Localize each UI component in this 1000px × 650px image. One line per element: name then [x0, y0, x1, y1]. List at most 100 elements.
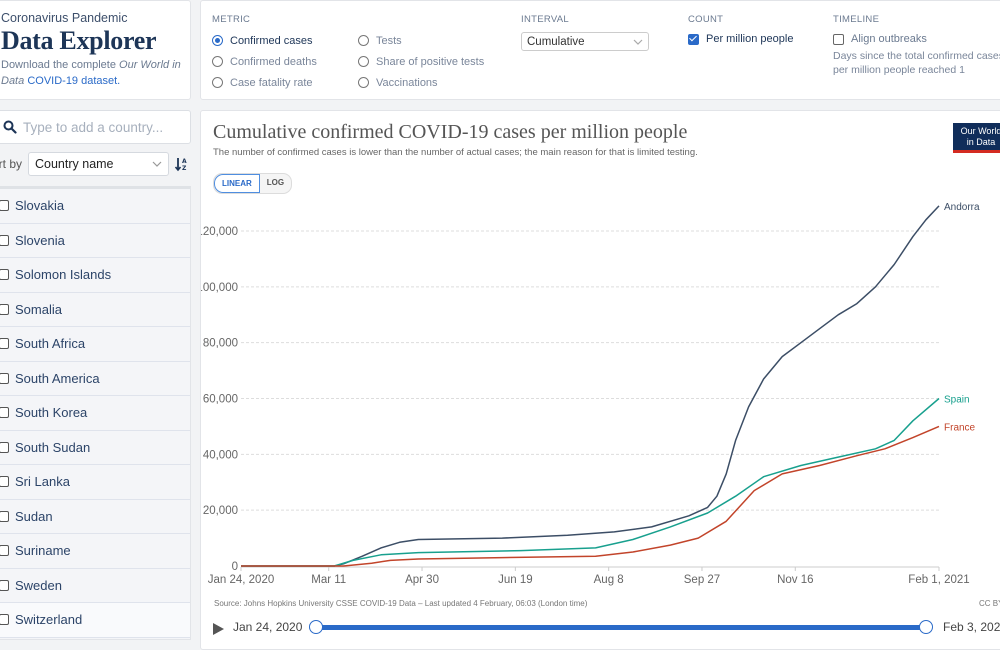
align-outbreaks-checkbox[interactable]: [833, 33, 844, 45]
country-checkbox[interactable]: [0, 614, 9, 626]
count-group: COUNT Per million people: [688, 14, 793, 45]
x-tick-label: Aug 8: [594, 574, 624, 586]
metric-heading: METRIC: [212, 14, 251, 25]
country-list-item[interactable]: Slovenia: [0, 224, 190, 258]
x-tick-label: Mar 11: [311, 574, 346, 586]
timeline-end-handle[interactable]: [919, 620, 933, 634]
country-checkbox[interactable]: [0, 372, 9, 384]
y-tick-label: 40,000: [203, 449, 238, 461]
country-list-item[interactable]: Solomon Islands: [0, 258, 190, 293]
country-checkbox[interactable]: [0, 338, 9, 350]
chart-card: Cumulative confirmed COVID-19 cases per …: [200, 110, 1000, 650]
source-note: Source: Johns Hopkins University CSSE CO…: [214, 599, 588, 608]
license-label[interactable]: CC BY: [979, 599, 1000, 608]
country-list-item[interactable]: Somalia: [0, 293, 190, 327]
owid-logo[interactable]: Our World in Data: [953, 123, 1000, 153]
series-label-andorra: Andorra: [944, 202, 980, 213]
x-tick-label: Apr 30: [405, 574, 439, 586]
country-checkbox[interactable]: [0, 269, 9, 281]
controls-bar: METRIC Confirmed cases Confirmed deaths Ca…: [200, 0, 1000, 100]
country-name: Somalia: [15, 301, 62, 317]
country-checkbox[interactable]: [0, 441, 9, 453]
country-checkbox[interactable]: [0, 234, 9, 246]
country-list-item[interactable]: South Korea: [0, 396, 190, 431]
country-list-item[interactable]: Sudan: [0, 500, 190, 534]
metric-radio[interactable]: [358, 35, 369, 46]
series-layer: [241, 205, 940, 567]
align-outbreaks-label: Align outbreaks: [851, 33, 927, 45]
svg-text:Z: Z: [182, 165, 187, 172]
timeline-start-handle[interactable]: [309, 620, 323, 634]
country-checkbox[interactable]: [0, 407, 9, 419]
country-checkbox[interactable]: [0, 303, 9, 315]
country-list-item[interactable]: South Sudan: [0, 431, 190, 465]
metric-radio[interactable]: [212, 35, 223, 46]
y-tick-label: 100,000: [201, 282, 238, 294]
country-name: South Sudan: [15, 439, 91, 455]
metric-radio[interactable]: [358, 56, 369, 67]
sort-select-value: Country name: [35, 157, 114, 171]
metric-option[interactable]: Vaccinations: [358, 72, 484, 93]
country-checkbox[interactable]: [0, 510, 9, 522]
country-list-item[interactable]: Switzerland: [0, 603, 190, 638]
play-icon[interactable]: [213, 623, 224, 635]
sort-row: Sort by Country name A Z: [0, 151, 192, 177]
sort-select[interactable]: Country name: [28, 152, 169, 176]
metric-option[interactable]: Confirmed cases: [212, 30, 358, 51]
interval-select[interactable]: Cumulative: [521, 32, 649, 51]
timeline-slider[interactable]: Jan 24, 2020 Feb 3, 2021: [213, 619, 1000, 639]
metric-radio[interactable]: [212, 77, 223, 88]
country-search[interactable]: [0, 110, 191, 144]
series-label-spain: Spain: [944, 395, 970, 406]
country-list-item[interactable]: Slovakia: [0, 189, 190, 224]
sort-az-icon[interactable]: A Z: [175, 156, 189, 172]
metric-option[interactable]: Confirmed deaths: [212, 51, 358, 72]
country-checkbox[interactable]: [0, 579, 9, 591]
brand-subtitle: Coronavirus Pandemic: [1, 11, 128, 25]
search-input[interactable]: [23, 119, 173, 135]
country-name: Sudan: [15, 508, 53, 524]
sort-label: Sort by: [0, 157, 22, 171]
metric-radio[interactable]: [212, 56, 223, 67]
country-name: Suriname: [15, 543, 71, 559]
align-outbreaks-row[interactable]: Align outbreaks: [833, 33, 1000, 45]
metric-option-label: Share of positive tests: [376, 55, 485, 68]
dataset-link[interactable]: COVID-19 dataset.: [27, 75, 121, 87]
line-chart: 0 20,000 40,000 60,000 80,000 100,000 120,000 J…: [201, 202, 980, 586]
metric-option[interactable]: Tests: [358, 30, 484, 51]
country-name: South Korea: [15, 405, 88, 421]
country-checkbox[interactable]: [0, 476, 9, 488]
linear-scale-button[interactable]: LINEAR: [214, 174, 260, 193]
country-list-item[interactable]: South America: [0, 362, 190, 396]
country-list[interactable]: Slovakia Slovenia Solomon Islands Somalia So…: [0, 186, 191, 640]
count-heading: COUNT: [688, 14, 724, 25]
timeline-heading: TIMELINE: [833, 14, 880, 25]
metric-option[interactable]: Share of positive tests: [358, 51, 484, 72]
y-tick-label: 60,000: [203, 394, 238, 406]
country-list-item[interactable]: Sri Lanka: [0, 465, 190, 500]
metric-option[interactable]: Case fatality rate: [212, 72, 358, 93]
country-checkbox[interactable]: [0, 545, 9, 557]
country-list-item[interactable]: South Africa: [0, 327, 190, 362]
left-panel: Coronavirus Pandemic Data Explorer Downl…: [0, 0, 192, 640]
label-layer: 0 20,000 40,000 60,000 80,000 100,000 120,000 J…: [201, 202, 980, 586]
align-outbreaks-description: Days since the total confirmed cases per…: [833, 50, 1000, 76]
per-million-checkbox-row[interactable]: Per million people: [688, 33, 793, 45]
chevron-down-icon: [633, 39, 643, 45]
brand-desc-em: Our World in Data: [1, 59, 181, 87]
timeline-track[interactable]: [319, 625, 929, 630]
x-tick-label: Jan 24, 2020: [208, 574, 275, 586]
metric-option-label: Tests: [376, 34, 402, 47]
per-million-checkbox[interactable]: [688, 33, 699, 45]
country-list-item[interactable]: Sweden: [0, 569, 190, 603]
country-checkbox[interactable]: [0, 200, 9, 212]
metric-radio[interactable]: [358, 77, 369, 88]
interval-value: Cumulative: [527, 35, 585, 48]
x-tick-label: Sep 27: [684, 574, 720, 586]
interval-heading: INTERVAL: [521, 14, 569, 25]
log-scale-button[interactable]: LOG: [266, 178, 285, 187]
search-icon: [3, 120, 17, 134]
brand-description: Download the complete Our World in Data …: [1, 57, 190, 89]
country-list-item[interactable]: Suriname: [0, 534, 190, 569]
x-tick-label: Feb 1, 2021: [908, 574, 969, 586]
